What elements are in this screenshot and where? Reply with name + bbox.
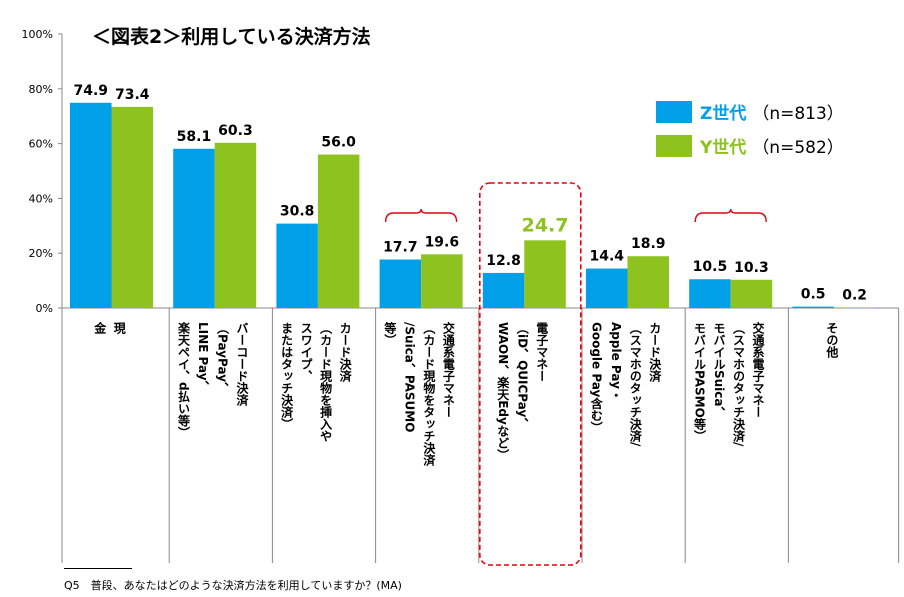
y-tick-label: 80% [29, 83, 53, 96]
category-label: モバイルPASMO等） [692, 322, 706, 442]
data-label: 24.7 [522, 214, 569, 236]
category-label: （PayPay、 [215, 322, 229, 394]
footnote: Q5 普段、あなたはどのような決済方法を利用していますか？(MA) [64, 579, 402, 592]
highlight-box [478, 182, 582, 566]
category-label: （スマホのタッチ決済/ [731, 322, 745, 447]
bar [730, 279, 773, 308]
category-label: モバイルSuica、 [712, 322, 726, 419]
category-label: 電子マネー [535, 322, 549, 382]
bar [586, 268, 628, 308]
y-tick-label: 0% [36, 302, 53, 315]
category-label: /Suica、PASUMO [402, 322, 416, 432]
category-label: カード決済 [338, 322, 352, 383]
data-label: 18.9 [631, 236, 666, 252]
bar [421, 254, 463, 308]
data-label: 74.9 [73, 83, 108, 99]
category-label: （カード現物をタッチ決済 [422, 322, 436, 467]
bar [524, 240, 566, 308]
bar [317, 154, 360, 308]
category-label: Apple Pay・ [609, 322, 623, 401]
category-label: Google Pay含む） [589, 322, 603, 433]
category-label: WAON、楽天Edyなど） [496, 322, 510, 461]
data-label: 60.3 [218, 123, 253, 139]
category-label: バーコード決済 [235, 322, 249, 407]
data-label: 58.1 [177, 129, 212, 145]
y-tick-label: 100% [22, 28, 53, 41]
category-label: 楽天ペイ、d払い等） [176, 321, 190, 439]
y-tick-label: 40% [29, 192, 53, 205]
category-label: 交通系電子マネー [441, 321, 455, 418]
data-label: 73.4 [115, 87, 150, 103]
legend-item-y: Y世代 （n=582） [656, 133, 844, 158]
category-label: LINE Pay、 [196, 322, 210, 393]
bar [111, 106, 153, 308]
grouping-brace [694, 208, 767, 223]
legend-label-y: Y世代 [700, 138, 747, 158]
bar [689, 279, 731, 308]
footnote-rule [64, 568, 132, 569]
data-label: 10.5 [693, 259, 728, 275]
bar [173, 148, 215, 308]
data-label: 19.6 [425, 234, 460, 250]
data-label: 56.0 [321, 135, 356, 151]
category-label: スワイプ、 [299, 322, 313, 382]
category-label: 交通系電子マネー [751, 321, 765, 418]
legend-swatch-z [656, 100, 692, 123]
data-label: 12.8 [486, 253, 521, 269]
data-label: 30.8 [280, 204, 315, 220]
category-label: （スマホのタッチ決済/ [628, 322, 642, 447]
data-label: 10.3 [734, 260, 769, 276]
category-label: カード決済 [648, 322, 662, 383]
bar [276, 223, 318, 308]
data-label: 0.5 [801, 287, 826, 303]
data-label: 0.2 [842, 287, 867, 303]
bar [792, 306, 834, 308]
bar [379, 259, 422, 308]
data-label: 17.7 [383, 240, 418, 256]
category-label: 金 [93, 321, 107, 335]
bar [214, 142, 257, 308]
chart-title: ＜図表2＞利用している決済方法 [92, 26, 371, 48]
grouping-brace [384, 208, 458, 223]
category-label: 等） [383, 321, 397, 346]
bar [627, 256, 669, 308]
bar [833, 307, 876, 308]
y-tick-label: 20% [29, 247, 53, 260]
legend-item-z: Z世代 （n=813） [656, 99, 844, 124]
legend-count-z: （n=813） [752, 104, 844, 124]
category-label: その他 [825, 322, 839, 359]
category-label: （カード現物を挿入や [319, 322, 333, 442]
data-label: 14.4 [589, 249, 624, 265]
legend-count-y: （n=582） [752, 138, 844, 158]
category-label: またはタッチ決済） [280, 322, 294, 430]
y-tick-label: 60% [29, 138, 53, 151]
bar [70, 102, 112, 308]
legend-swatch-y [656, 134, 692, 157]
legend-label-z: Z世代 [700, 104, 747, 124]
bar [482, 272, 525, 308]
category-label: 現 [112, 322, 126, 335]
category-label: （iD、QUICPay、 [515, 322, 529, 429]
